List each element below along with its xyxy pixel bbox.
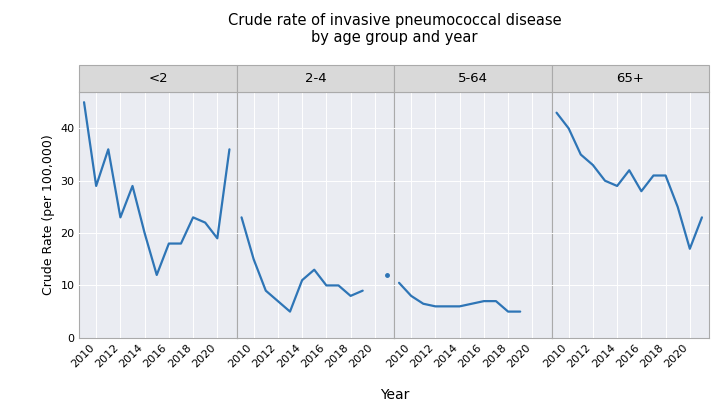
Text: 2-4: 2-4 <box>305 72 326 85</box>
Text: <2: <2 <box>148 72 168 85</box>
Text: 65+: 65+ <box>616 72 644 85</box>
Text: 5-64: 5-64 <box>458 72 488 85</box>
Y-axis label: Crude Rate (per 100,000): Crude Rate (per 100,000) <box>42 134 55 295</box>
Text: Year: Year <box>380 388 409 402</box>
Text: Crude rate of invasive pneumococcal disease
by age group and year: Crude rate of invasive pneumococcal dise… <box>228 13 562 45</box>
